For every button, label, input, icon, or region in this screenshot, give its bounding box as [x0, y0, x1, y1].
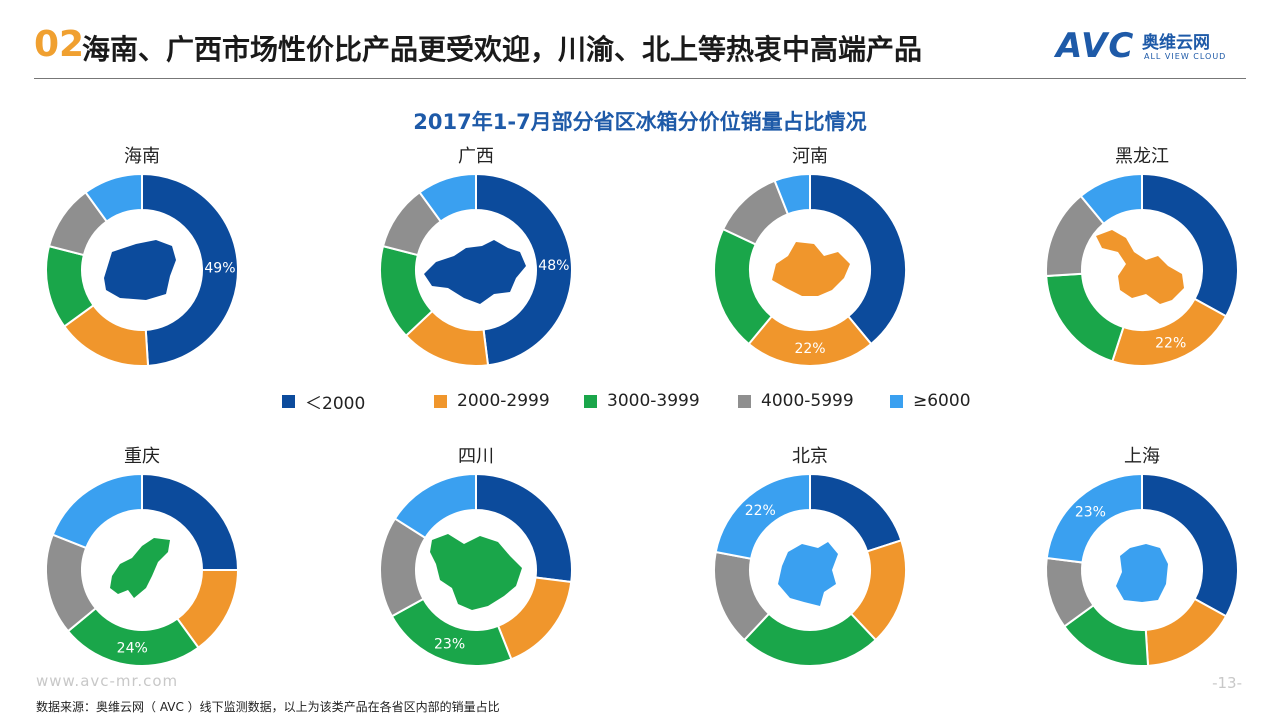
- legend-swatch-lt2000: [282, 394, 295, 408]
- region-map-icon: [1096, 230, 1184, 304]
- donut-segment: [1045, 472, 1143, 564]
- donut-segment: [1144, 597, 1228, 667]
- region-map-icon: [772, 242, 850, 296]
- donut-segment: [1079, 172, 1143, 226]
- data-label: 23%: [434, 636, 465, 652]
- data-label: 23%: [1075, 504, 1106, 520]
- legend-item-ge6000: ≥6000: [890, 390, 971, 412]
- donut-segment: [1141, 472, 1240, 618]
- region-map-icon: [110, 538, 170, 598]
- region-title: 四川: [458, 446, 494, 467]
- donut-segment: [809, 472, 903, 553]
- legend: ＜2000 2000-2999 3000-3999 4000-5999 ≥600…: [282, 390, 1002, 414]
- donut-segment: [475, 172, 573, 367]
- donut-chart: 黑龙江 22%: [1045, 146, 1240, 367]
- region-map-icon: [424, 240, 526, 304]
- donut-chart: 河南 22%: [713, 146, 907, 367]
- donut-chart: 广西 48%: [379, 146, 573, 367]
- donut-segment: [51, 472, 143, 550]
- donut-segment: [773, 172, 811, 216]
- donut-segment: [714, 472, 811, 560]
- donut-segment: [390, 597, 513, 667]
- donut-segment: [393, 472, 477, 540]
- legend-label-3000-3999: 3000-3999: [607, 391, 700, 411]
- region-title: 上海: [1124, 446, 1160, 467]
- region-title: 黑龙江: [1115, 146, 1169, 167]
- donut-segment: [418, 172, 477, 223]
- donut-chart: 海南 49%: [45, 146, 240, 367]
- header-divider: [34, 78, 1246, 79]
- page-number: -13-: [1212, 674, 1242, 692]
- region-title: 广西: [458, 146, 494, 167]
- region-map-icon: [1116, 544, 1168, 602]
- region-title: 河南: [792, 146, 828, 167]
- chart-title: 2017年1-7月部分省区冰箱分价位销量占比情况: [413, 110, 867, 134]
- legend-swatch-3000-3999: [584, 394, 597, 408]
- legend-swatch-2000-2999: [434, 394, 447, 408]
- data-label: 49%: [204, 261, 235, 277]
- donut-segment: [1141, 172, 1240, 318]
- data-label: 22%: [745, 503, 776, 519]
- legend-item-4000-5999: 4000-5999: [738, 390, 854, 412]
- avc-logo: AVC 奥维云网 ALL VIEW CLOUD: [1056, 26, 1246, 66]
- data-label: 48%: [538, 258, 569, 274]
- donut-segment: [809, 172, 907, 346]
- section-number: 02: [34, 24, 85, 65]
- legend-item-2000-2999: 2000-2999: [434, 390, 550, 412]
- logo-cn-text: 奥维云网: [1142, 33, 1210, 53]
- donut-segment: [713, 227, 774, 346]
- region-title: 海南: [124, 146, 160, 167]
- donut-segment: [1045, 272, 1125, 363]
- legend-swatch-4000-5999: [738, 394, 751, 408]
- page-title: 海南、广西市场性价比产品更受欢迎，川渝、北上等热衷中高端产品: [82, 33, 923, 66]
- donut-segment: [1111, 297, 1228, 367]
- footer-url: www.avc-mr.com: [36, 672, 179, 690]
- legend-item-3000-3999: 3000-3999: [584, 390, 700, 412]
- region-title: 重庆: [124, 446, 160, 467]
- region-map-icon: [104, 240, 176, 300]
- data-label: 22%: [1155, 336, 1186, 352]
- legend-label-ge6000: ≥6000: [913, 391, 971, 411]
- donut-chart: 四川 23%: [379, 446, 573, 667]
- donut-segment: [141, 172, 240, 367]
- donut-chart: 北京 22%: [713, 446, 907, 667]
- donut-segment: [742, 612, 878, 667]
- legend-label-4000-5999: 4000-5999: [761, 391, 854, 411]
- donut-chart: 重庆 24%: [45, 446, 240, 667]
- header: 02 海南、广西市场性价比产品更受欢迎，川渝、北上等热衷中高端产品 AVC 奥维…: [34, 22, 1246, 70]
- donut-chart: 上海 23%: [1045, 446, 1240, 667]
- region-map-icon: [430, 534, 522, 610]
- logo-avc-text: AVC: [1056, 26, 1135, 66]
- donut-segment: [84, 172, 143, 223]
- legend-label-2000-2999: 2000-2999: [457, 391, 550, 411]
- logo-en-text: ALL VIEW CLOUD: [1144, 52, 1227, 61]
- region-title: 北京: [792, 446, 828, 467]
- data-label: 24%: [117, 640, 148, 656]
- data-label: 22%: [794, 341, 825, 357]
- legend-item-lt2000: ＜2000: [282, 390, 366, 414]
- data-source-note: 数据来源：奥维云网（ AVC ）线下监测数据，以上为该类产品在各省区内部的销量占…: [36, 700, 500, 714]
- legend-label-lt2000: ＜2000: [305, 393, 366, 414]
- region-map-icon: [778, 542, 838, 606]
- legend-swatch-ge6000: [890, 394, 903, 408]
